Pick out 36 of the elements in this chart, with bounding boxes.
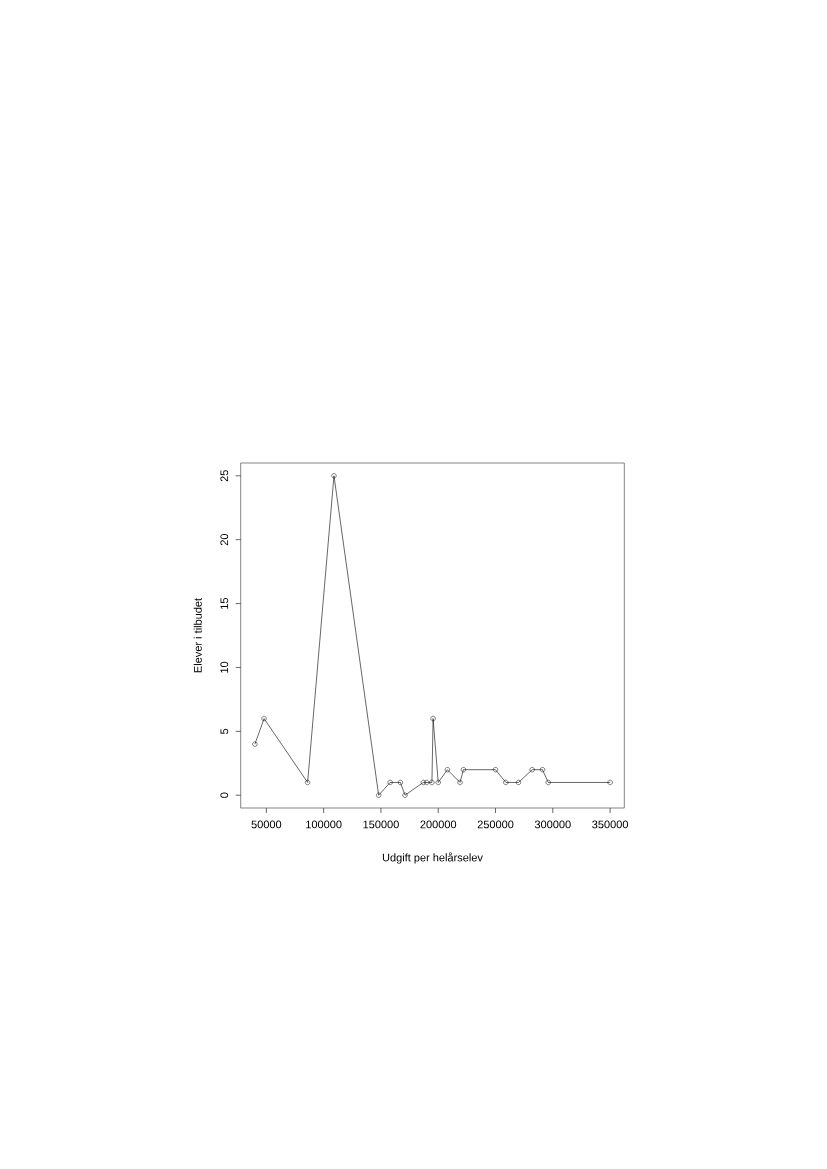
y-axis-title: Elever i tilbudet: [193, 598, 202, 673]
point: [529, 767, 535, 773]
x-tick-label: 50000: [251, 820, 282, 829]
point: [515, 779, 521, 785]
point: [457, 779, 463, 785]
y-tick-label: 20: [220, 534, 229, 546]
point: [420, 779, 426, 785]
x-tick-label: 300000: [534, 820, 571, 829]
point: [331, 473, 337, 479]
point: [435, 779, 441, 785]
point: [305, 779, 311, 785]
point: [444, 767, 450, 773]
y-tick-label: 15: [220, 597, 229, 609]
point: [503, 779, 509, 785]
y-tick-label: 25: [220, 470, 229, 482]
point: [376, 792, 382, 798]
point: [402, 792, 408, 798]
x-axis-title: Udgift per helårselev: [382, 852, 483, 864]
y-tick-label: 10: [220, 661, 229, 673]
x-tick-label: 200000: [420, 820, 457, 829]
x-tick-label: 350000: [592, 820, 629, 829]
point: [397, 779, 403, 785]
point: [424, 779, 430, 785]
point: [261, 716, 267, 722]
y-tick-label: 0: [220, 792, 229, 798]
point: [460, 767, 466, 773]
x-tick-label: 250000: [477, 820, 514, 829]
x-tick-label: 150000: [363, 820, 399, 829]
point: [387, 779, 393, 785]
point: [429, 779, 435, 785]
x-tick-label: 100000: [306, 820, 342, 829]
point: [492, 767, 499, 773]
point: [545, 779, 551, 785]
point: [539, 767, 546, 773]
y-tick-label: 5: [220, 728, 229, 734]
point: [430, 716, 436, 722]
